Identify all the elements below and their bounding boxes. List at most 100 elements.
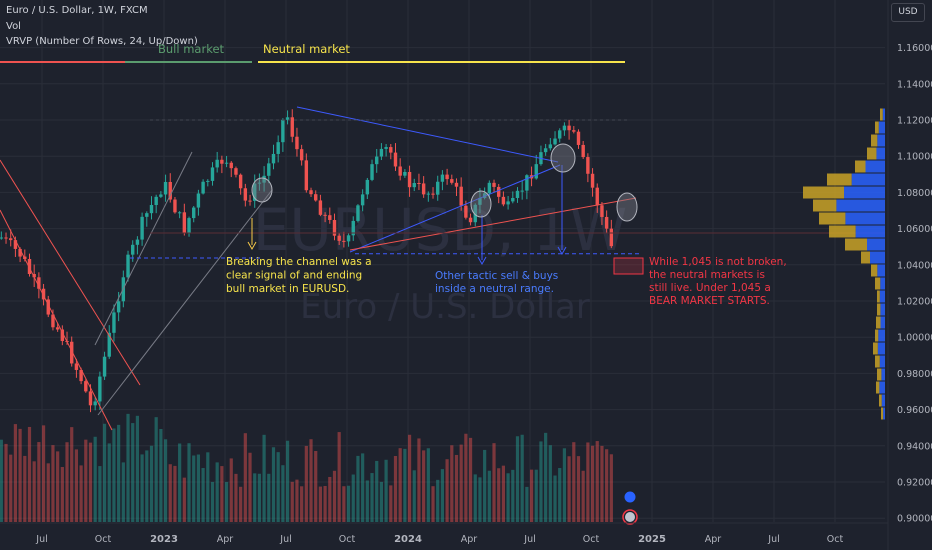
candle[interactable] [145, 213, 149, 217]
candle[interactable] [159, 194, 163, 197]
candle[interactable] [215, 159, 219, 168]
candle[interactable] [360, 194, 365, 206]
tactic-note[interactable]: Other tactic sell & buys [435, 270, 558, 282]
candle[interactable] [271, 153, 276, 164]
candle[interactable] [224, 162, 229, 164]
channel-line-up-upper[interactable] [94, 151, 193, 346]
candle[interactable] [398, 166, 402, 176]
candle[interactable] [163, 181, 168, 195]
candle[interactable] [51, 314, 55, 328]
candle[interactable] [412, 183, 416, 188]
channel-break-note[interactable]: clear signal of and ending [226, 270, 362, 282]
circle-marker[interactable] [550, 143, 576, 173]
candle[interactable] [55, 327, 60, 330]
circle-marker[interactable] [251, 177, 273, 203]
candle[interactable] [553, 138, 557, 145]
candle[interactable] [285, 117, 290, 120]
candle[interactable] [600, 205, 604, 217]
candle[interactable] [229, 162, 233, 169]
candle[interactable] [74, 363, 79, 370]
candle[interactable] [70, 341, 74, 364]
candle[interactable] [281, 119, 285, 143]
candle[interactable] [440, 174, 445, 182]
candle[interactable] [116, 301, 121, 313]
flag-event-icon[interactable] [622, 509, 638, 525]
bear-zone-box[interactable] [613, 257, 644, 275]
candle[interactable] [60, 329, 65, 342]
neutral-market-label[interactable]: Neutral market [263, 42, 350, 56]
channel-break-note[interactable]: Breaking the channel was a [226, 256, 372, 268]
candle[interactable] [482, 193, 487, 198]
candle[interactable] [32, 273, 36, 278]
candle[interactable] [534, 164, 538, 179]
candle[interactable] [234, 168, 238, 175]
candle[interactable] [201, 181, 205, 194]
candle[interactable] [4, 237, 8, 239]
candle[interactable] [192, 207, 196, 219]
circle-marker[interactable] [470, 190, 492, 218]
bear-note[interactable]: still live. Under 1,045 a [649, 282, 771, 294]
candle[interactable] [379, 148, 384, 157]
candle[interactable] [351, 220, 355, 236]
candle[interactable] [0, 237, 4, 239]
candle[interactable] [454, 182, 459, 187]
candle[interactable] [417, 183, 421, 185]
candle[interactable] [196, 193, 201, 208]
candle[interactable] [102, 356, 107, 377]
candle[interactable] [168, 181, 172, 200]
candle[interactable] [604, 216, 609, 229]
candle[interactable] [318, 200, 323, 215]
candle[interactable] [107, 332, 111, 357]
candle[interactable] [131, 244, 135, 255]
candle[interactable] [332, 219, 337, 236]
candle[interactable] [98, 376, 102, 402]
tactic-note[interactable]: inside a neutral range. [435, 283, 554, 295]
candle[interactable] [450, 179, 454, 183]
candle[interactable] [389, 147, 393, 153]
candle[interactable] [337, 235, 341, 241]
candle[interactable] [426, 193, 431, 195]
candle[interactable] [511, 197, 515, 202]
candle[interactable] [206, 180, 210, 182]
candle[interactable] [403, 171, 407, 176]
candle[interactable] [520, 190, 524, 192]
candle[interactable] [572, 130, 576, 132]
candle[interactable] [126, 254, 130, 278]
triangle-lower-line[interactable] [349, 164, 561, 253]
bear-note[interactable]: the neutral markets is [649, 269, 765, 281]
channel-line-upper[interactable] [0, 159, 141, 386]
vrvp-legend[interactable]: VRVP (Number Of Rows, 24, Up/Down) [6, 36, 198, 47]
candle[interactable] [421, 183, 426, 195]
candle[interactable] [238, 174, 243, 189]
candle[interactable] [46, 299, 50, 315]
candle[interactable] [586, 157, 590, 174]
candle[interactable] [431, 193, 435, 195]
candle[interactable] [187, 218, 191, 234]
candle[interactable] [253, 183, 257, 201]
candle[interactable] [93, 401, 97, 406]
candle[interactable] [562, 125, 567, 131]
candle[interactable] [558, 130, 562, 139]
candle[interactable] [459, 186, 463, 206]
candle[interactable] [295, 136, 299, 150]
bear-note[interactable]: While 1,045 is not broken, [649, 256, 787, 268]
candle[interactable] [112, 312, 116, 333]
candle[interactable] [18, 248, 22, 257]
candle[interactable] [525, 175, 529, 191]
candle[interactable] [506, 201, 510, 205]
candle[interactable] [328, 215, 332, 220]
candle[interactable] [595, 187, 599, 206]
candle[interactable] [567, 125, 571, 131]
candle[interactable] [290, 117, 294, 137]
candle[interactable] [182, 212, 187, 234]
candle[interactable] [609, 228, 614, 247]
candle[interactable] [276, 142, 280, 154]
candle[interactable] [342, 240, 346, 242]
event-icon[interactable] [623, 490, 637, 504]
candle[interactable] [497, 186, 501, 197]
candle[interactable] [248, 200, 252, 202]
candle[interactable] [309, 190, 313, 195]
circle-marker[interactable] [616, 192, 638, 222]
symbol-legend[interactable]: Euro / U.S. Dollar, 1W, FXCM [6, 5, 148, 16]
